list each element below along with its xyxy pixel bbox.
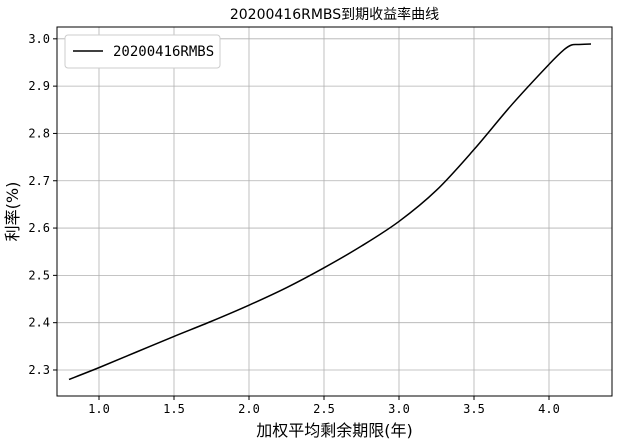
y-tick-label: 2.6 (28, 221, 50, 235)
series-layer (68, 43, 592, 381)
y-tick-label: 3.0 (28, 32, 50, 46)
ticks: 1.0 1.5 2.0 2.5 3.0 3.5 4.0 2.3 2.4 2.5 2.6 2.7 2.8 2… (28, 32, 560, 416)
y-tick-label: 2.5 (28, 268, 50, 282)
x-tick-label: 2.0 (238, 402, 260, 416)
y-tick-label: 2.4 (28, 316, 50, 330)
chart-title: 20200416RMBS到期收益率曲线 (230, 6, 439, 23)
y-tick-label: 2.9 (28, 79, 50, 93)
x-tick-label: 3.0 (388, 402, 410, 416)
grid (57, 27, 612, 396)
x-tick-label: 2.5 (313, 402, 335, 416)
y-tick-label: 2.7 (28, 174, 50, 188)
y-axis-label: 利率(%) (3, 182, 22, 242)
x-tick-label: 1.5 (163, 402, 185, 416)
x-tick-label: 1.0 (88, 402, 110, 416)
series-line (68, 43, 592, 381)
plot-frame (56, 26, 613, 397)
legend-label: 20200416RMBS (113, 44, 214, 60)
x-axis-label: 加权平均剩余期限(年) (256, 421, 413, 440)
legend-box (64, 34, 221, 69)
x-tick-label: 3.5 (463, 402, 485, 416)
y-tick-label: 2.3 (28, 363, 50, 377)
legend: 20200416RMBS (64, 34, 221, 69)
y-tick-label: 2.8 (28, 126, 50, 140)
x-tick-label: 4.0 (538, 402, 560, 416)
